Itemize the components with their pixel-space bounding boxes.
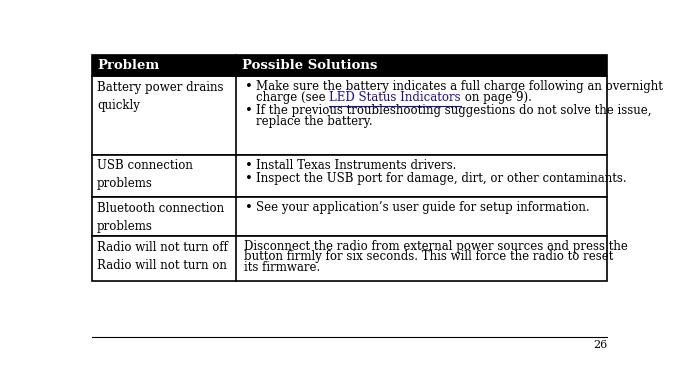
- Bar: [91, 76, 608, 155]
- Text: Radio will not turn off
Radio will not turn on: Radio will not turn off Radio will not t…: [97, 241, 228, 272]
- Text: Battery power drains
quickly: Battery power drains quickly: [97, 81, 224, 112]
- Text: charge (see: charge (see: [256, 91, 329, 103]
- Text: USB connection
problems: USB connection problems: [97, 159, 193, 191]
- Text: on page 9).: on page 9).: [461, 91, 532, 103]
- Text: •: •: [246, 104, 253, 117]
- Bar: [91, 155, 608, 197]
- Text: Make sure the battery indicates a full charge following an overnight: Make sure the battery indicates a full c…: [256, 80, 663, 93]
- Text: Inspect the USB port for damage, dirt, or other contaminants.: Inspect the USB port for damage, dirt, o…: [256, 172, 627, 185]
- Text: •: •: [246, 159, 253, 172]
- Bar: [91, 236, 608, 281]
- Text: Disconnect the radio from external power sources and press the: Disconnect the radio from external power…: [244, 240, 627, 253]
- Text: Problem: Problem: [97, 59, 159, 72]
- Text: See your application’s user guide for setup information.: See your application’s user guide for se…: [256, 201, 590, 214]
- Text: LED Status Indicators: LED Status Indicators: [329, 91, 461, 103]
- Text: its firmware.: its firmware.: [244, 261, 320, 274]
- Bar: [91, 197, 608, 236]
- Text: Install Texas Instruments drivers.: Install Texas Instruments drivers.: [256, 159, 456, 172]
- Text: Bluetooth connection
problems: Bluetooth connection problems: [97, 201, 224, 232]
- Text: Possible Solutions: Possible Solutions: [242, 59, 378, 72]
- Text: button firmly for six seconds. This will force the radio to reset: button firmly for six seconds. This will…: [244, 250, 613, 263]
- Text: If the previous troubleshooting suggestions do not solve the issue,: If the previous troubleshooting suggesti…: [256, 104, 651, 117]
- Bar: [91, 54, 608, 76]
- Text: 26: 26: [593, 340, 608, 350]
- Text: •: •: [246, 201, 253, 214]
- Text: •: •: [246, 172, 253, 185]
- Text: •: •: [246, 80, 253, 93]
- Text: replace the battery.: replace the battery.: [256, 114, 372, 128]
